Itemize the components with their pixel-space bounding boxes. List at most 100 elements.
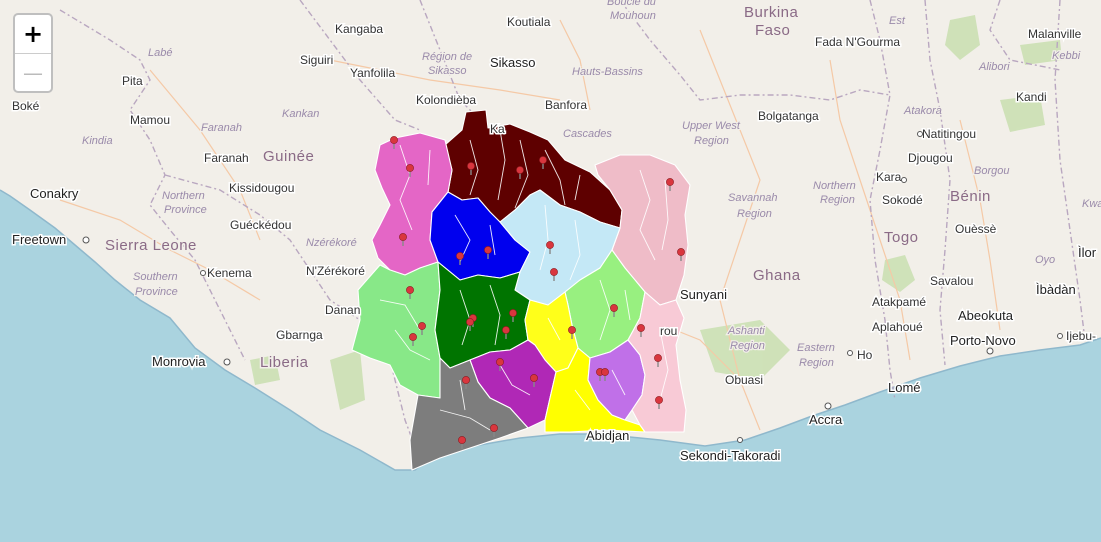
region-label: Province bbox=[135, 286, 178, 298]
borders bbox=[59, 0, 1086, 461]
location-marker-icon[interactable] bbox=[568, 326, 576, 339]
region-label: Nzérékoré bbox=[306, 237, 357, 249]
location-marker-icon[interactable] bbox=[550, 268, 558, 281]
city-label: Accra bbox=[809, 412, 843, 427]
region-label: Mouhoun bbox=[610, 10, 656, 22]
city-label: Kangaba bbox=[335, 22, 383, 36]
location-marker-icon[interactable] bbox=[610, 304, 618, 317]
city-label: Gbarnga bbox=[276, 328, 323, 342]
location-marker-icon[interactable] bbox=[490, 424, 498, 437]
region-label: Ashanti bbox=[727, 325, 765, 337]
cote-divoire-regions[interactable] bbox=[351, 109, 691, 471]
location-marker-icon[interactable] bbox=[654, 354, 662, 367]
location-marker-icon[interactable] bbox=[539, 156, 547, 169]
city-label: Freetown bbox=[12, 232, 66, 247]
city-label: Aplahoué bbox=[872, 320, 923, 334]
location-marker-icon[interactable] bbox=[466, 318, 474, 331]
city-label: rou bbox=[660, 324, 677, 338]
zoom-in-button[interactable]: + bbox=[22, 20, 44, 48]
region-label: Region bbox=[730, 340, 765, 352]
location-marker-icon[interactable] bbox=[637, 324, 645, 337]
city-label: Malanville bbox=[1028, 27, 1082, 41]
city-dots bbox=[82, 131, 1063, 443]
city-label: Porto-Novo bbox=[950, 333, 1016, 348]
location-marker-icon[interactable] bbox=[516, 166, 524, 179]
region-lagunes[interactable] bbox=[544, 347, 646, 433]
location-marker-icon[interactable] bbox=[467, 162, 475, 175]
city-label: Bolgatanga bbox=[758, 109, 819, 123]
city-label: Ijebu- bbox=[1066, 329, 1096, 343]
country-labels: Burkina Faso Guinée Sierra Leone Liberia… bbox=[104, 3, 992, 373]
city-label: Danan bbox=[325, 303, 360, 317]
region-label: Southern bbox=[133, 271, 178, 283]
region-label: Savannah bbox=[728, 192, 778, 204]
region-label: Kwa bbox=[1082, 198, 1101, 210]
region-label: Region bbox=[737, 208, 772, 220]
city-label: Siguiri bbox=[300, 53, 333, 67]
city-label: Kissidougou bbox=[229, 181, 294, 195]
city-label: Savalou bbox=[930, 274, 973, 288]
city-label: Boké bbox=[12, 99, 40, 113]
location-marker-icon[interactable] bbox=[458, 436, 466, 449]
region-label: Eastern bbox=[797, 342, 835, 354]
region-label: Region bbox=[694, 135, 729, 147]
location-marker-icon[interactable] bbox=[406, 286, 414, 299]
city-label: Atakpamé bbox=[872, 295, 926, 309]
region-label: Kindia bbox=[82, 135, 113, 147]
country-label: Burkina bbox=[744, 4, 799, 21]
region-label: Atakora bbox=[903, 105, 942, 117]
city-label: Koutiala bbox=[507, 15, 551, 29]
city-label: Kandi bbox=[1016, 90, 1047, 104]
location-marker-icon[interactable] bbox=[456, 252, 464, 265]
marker-layer[interactable] bbox=[390, 136, 685, 449]
region-label: Sikasso bbox=[428, 65, 467, 77]
region-label: Cascades bbox=[563, 128, 612, 140]
location-marker-icon[interactable] bbox=[502, 326, 510, 339]
country-label: Sierra Leone bbox=[105, 237, 197, 254]
city-label: Guéckédou bbox=[230, 218, 291, 232]
city-label: Pita bbox=[122, 74, 143, 88]
region-label: Northern bbox=[813, 180, 856, 192]
location-marker-icon[interactable] bbox=[530, 374, 538, 387]
location-marker-icon[interactable] bbox=[418, 322, 426, 335]
city-label: Lomé bbox=[888, 380, 921, 395]
region-label: Kebbi bbox=[1052, 50, 1081, 62]
city-label: Conakry bbox=[30, 186, 79, 201]
zoom-out-button[interactable]: — bbox=[15, 53, 51, 91]
city-label: Kolondièba bbox=[416, 93, 476, 107]
region-labels: Labé Kankan Faranah Kindia Nzérékoré Nor… bbox=[81, 0, 1101, 370]
region-label: Region bbox=[799, 357, 834, 369]
city-label: Faranah bbox=[204, 151, 249, 165]
city-label: Mamou bbox=[130, 113, 170, 127]
city-label: Monrovia bbox=[152, 354, 206, 369]
location-marker-icon[interactable] bbox=[484, 246, 492, 259]
country-label: Bénin bbox=[950, 188, 991, 205]
location-marker-icon[interactable] bbox=[655, 396, 663, 409]
location-marker-icon[interactable] bbox=[666, 178, 674, 191]
city-label: Kenema bbox=[207, 266, 252, 280]
city-label: Sikasso bbox=[490, 55, 536, 70]
city-label: Sekondi-Takoradi bbox=[680, 448, 781, 463]
city-label: Banfora bbox=[545, 98, 587, 112]
location-marker-icon[interactable] bbox=[406, 164, 414, 177]
district-lines bbox=[379, 129, 669, 431]
region-label: Province bbox=[164, 204, 207, 216]
region-label: Région de bbox=[422, 51, 472, 63]
country-label: Togo bbox=[884, 229, 919, 246]
city-label: Obuasi bbox=[725, 373, 763, 387]
location-marker-icon[interactable] bbox=[677, 248, 685, 261]
location-marker-icon[interactable] bbox=[546, 241, 554, 254]
location-marker-icon[interactable] bbox=[409, 333, 417, 346]
location-marker-icon[interactable] bbox=[462, 376, 470, 389]
location-marker-icon[interactable] bbox=[399, 233, 407, 246]
location-marker-icon[interactable] bbox=[601, 368, 609, 381]
city-label: Abidjan bbox=[586, 428, 629, 443]
region-bas-sassandra[interactable] bbox=[409, 357, 529, 471]
region-label: Boucle du bbox=[607, 0, 656, 8]
location-marker-icon[interactable] bbox=[496, 358, 504, 371]
city-labels: Kangaba Koutiala Siguiri Yanfolila Sikas… bbox=[11, 14, 1099, 465]
location-marker-icon[interactable] bbox=[509, 309, 517, 322]
country-label: Liberia bbox=[260, 354, 309, 371]
location-marker-icon[interactable] bbox=[390, 136, 398, 149]
